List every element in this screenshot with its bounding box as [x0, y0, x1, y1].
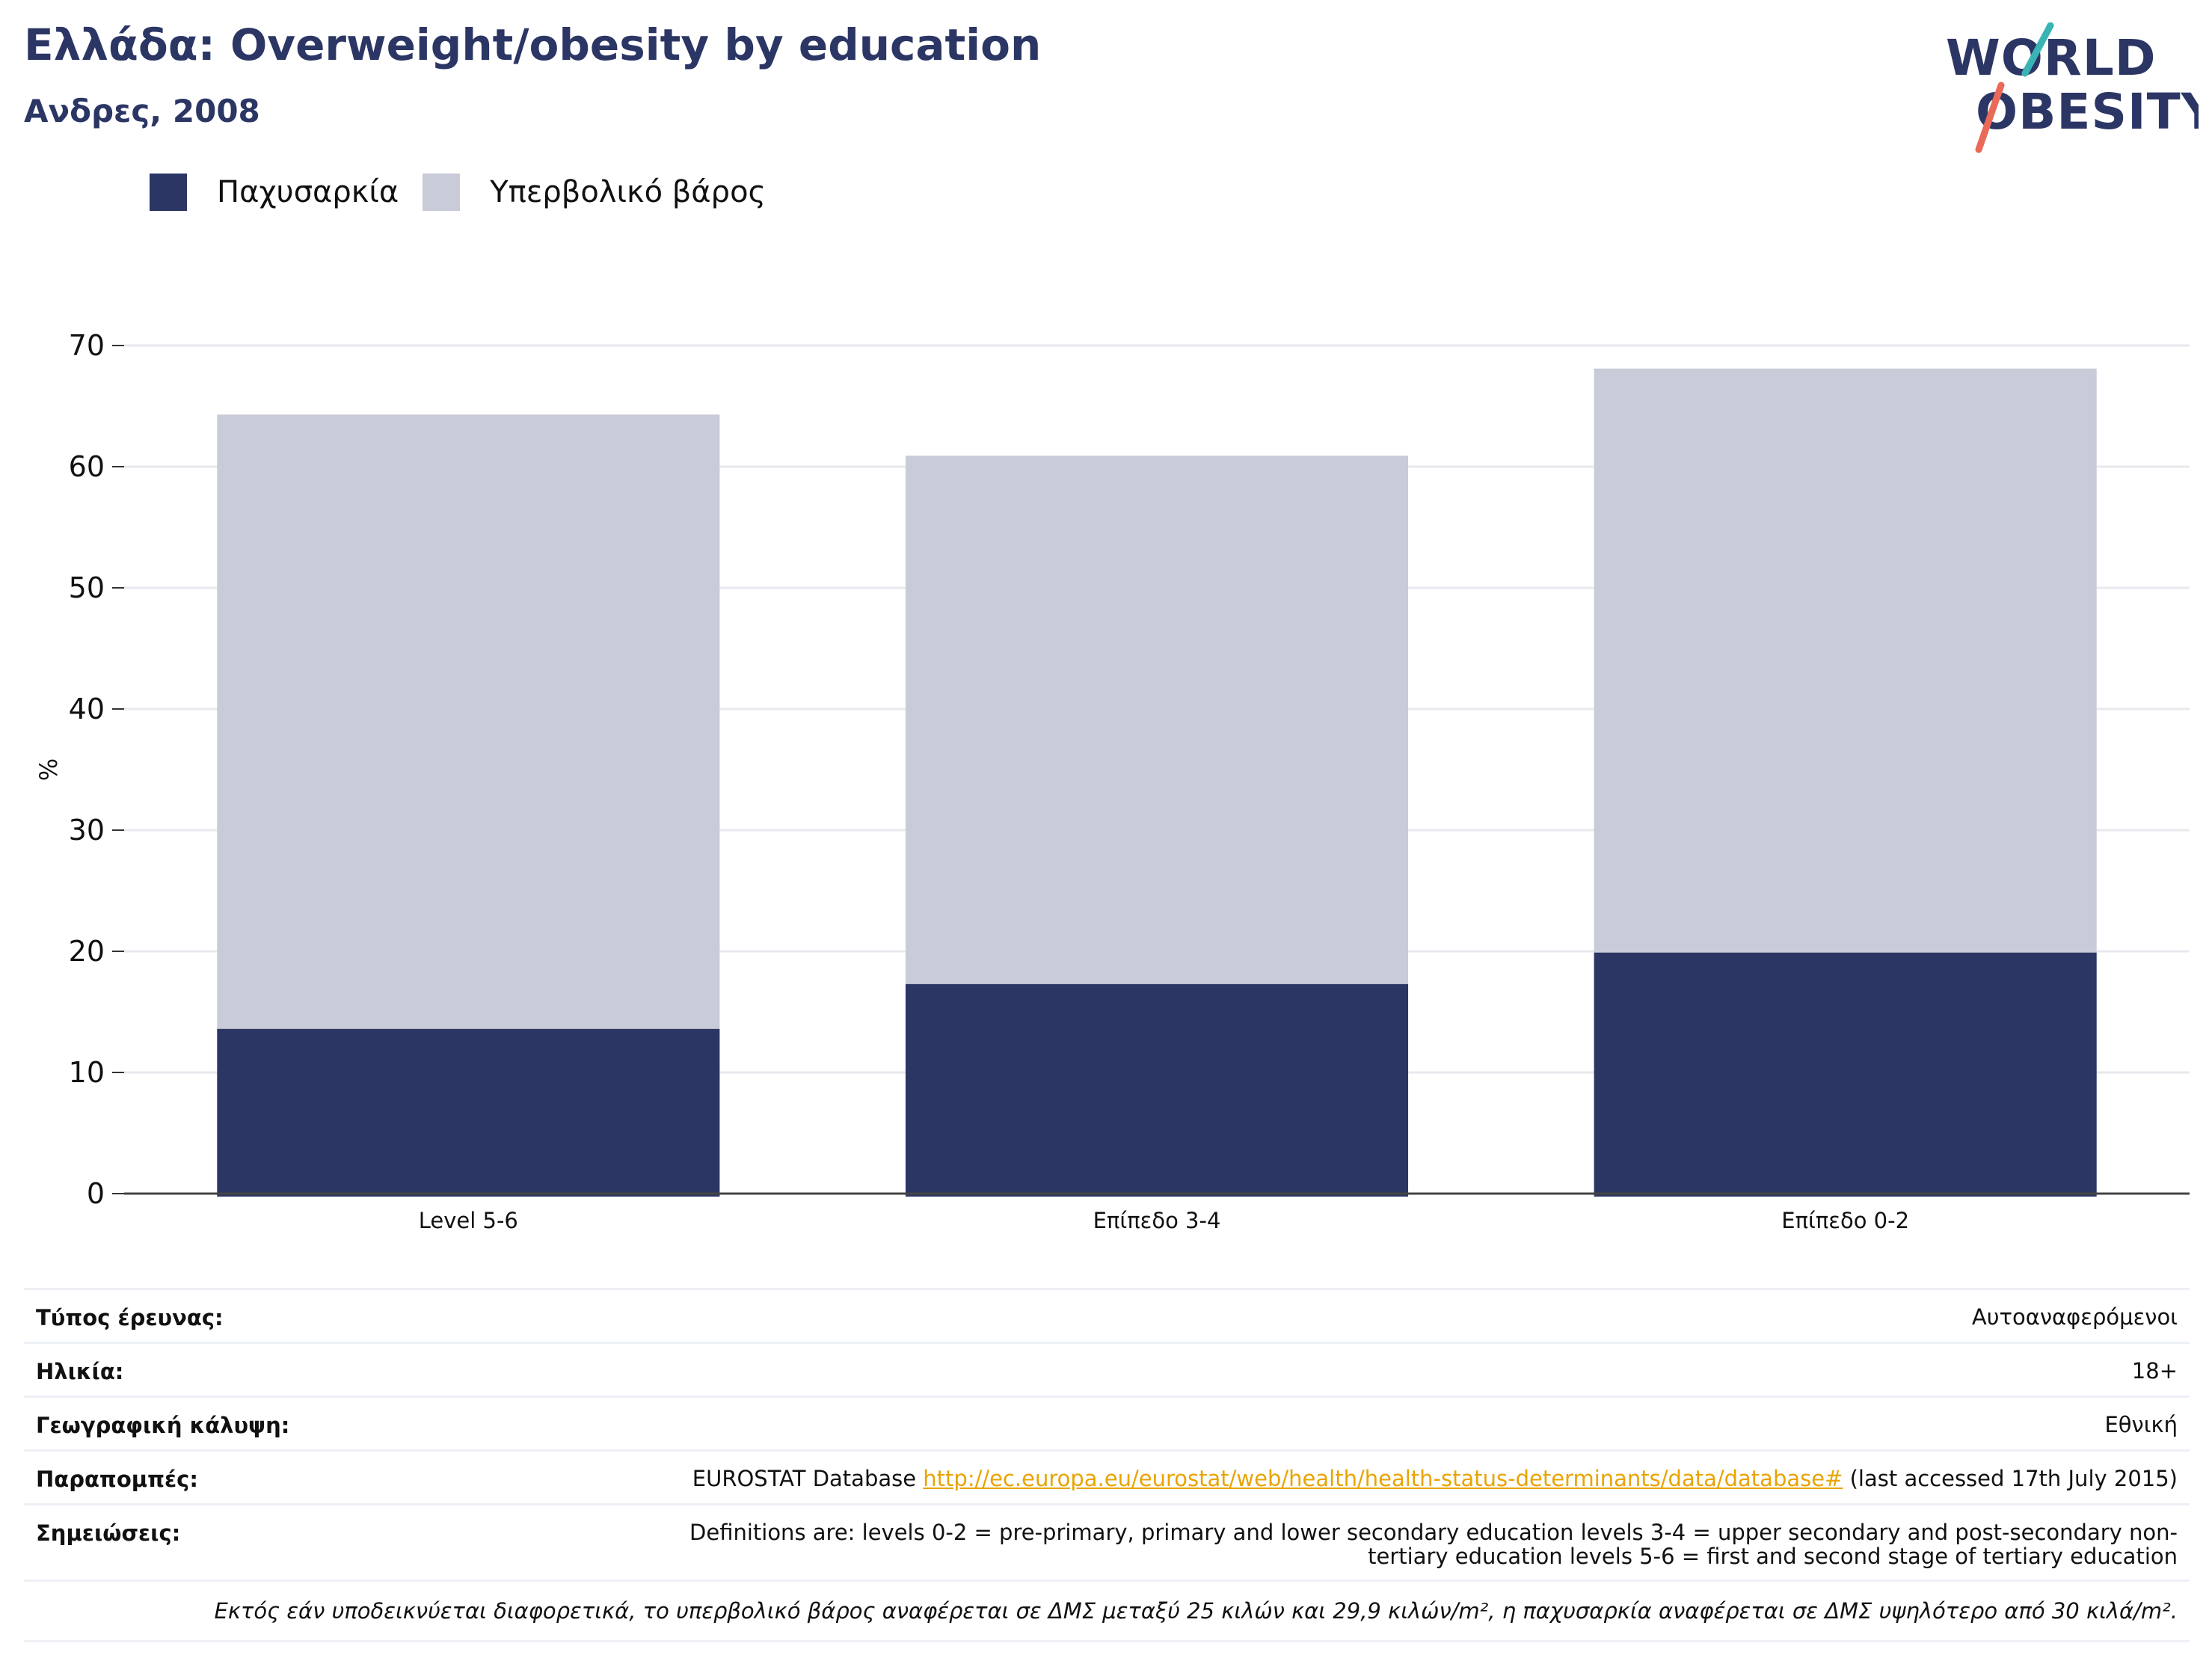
- info-key-age: Ηλικία:: [36, 1359, 124, 1384]
- info-row-survey-type: Τύπος έρευνας: Αυτοαναφερόμενοι: [24, 1288, 2190, 1342]
- logo-text-world: WORLD: [1946, 29, 2157, 87]
- y-tick-label: 60: [69, 450, 105, 483]
- info-value-age: 18+: [2131, 1358, 2178, 1384]
- y-axis-label: %: [34, 758, 63, 781]
- chart-subtitle: Ανδρες, 2008: [24, 93, 260, 129]
- legend-item-overweight: Υπερβολικό βάρος: [423, 174, 766, 211]
- x-tick-label: Level 5-6: [419, 1208, 518, 1233]
- info-row-age: Ηλικία: 18+: [24, 1342, 2190, 1396]
- y-tick-label: 70: [69, 329, 105, 362]
- info-value-survey-type: Αυτοαναφερόμενοι: [1971, 1304, 2178, 1330]
- chart-legend: Παχυσαρκία Υπερβολικό βάρος: [150, 174, 790, 211]
- bar-overweight: [1594, 368, 2097, 953]
- y-tick-label: 0: [87, 1177, 105, 1210]
- logo-text-obesity: OBESITY: [1976, 83, 2199, 141]
- reference-suffix: (last accessed 17th July 2015): [1843, 1466, 2178, 1491]
- x-tick-label: Επίπεδο 3-4: [1093, 1208, 1221, 1233]
- reference-prefix: EUROSTAT Database: [692, 1466, 924, 1491]
- legend-swatch-overweight: [423, 174, 461, 211]
- footnote: Εκτός εάν υποδεικνύεται διαφορετικά, το …: [24, 1580, 2190, 1642]
- bar-obesity: [1594, 952, 2097, 1197]
- info-key-survey-type: Τύπος έρευνας:: [36, 1305, 224, 1330]
- stacked-bar-chart: 0 10 20 30 40 50 60 70% Level 5-6 Επίπεδο 3-4 Επίπ…: [34, 329, 2190, 1233]
- eurostat-link[interactable]: http://ec.europa.eu/eurostat/web/health/…: [923, 1466, 1843, 1491]
- info-row-notes: Σημειώσεις: Definitions are: levels 0-2 …: [24, 1503, 2190, 1580]
- info-key-references: Παραπομπές:: [36, 1467, 198, 1492]
- info-value-notes: Definitions are: levels 0-2 = pre-primar…: [689, 1520, 2178, 1570]
- info-row-references: Παραπομπές: EUROSTAT Database http://ec.…: [24, 1449, 2190, 1503]
- legend-label-obesity: Παχυσαρκία: [217, 175, 399, 209]
- bar-overweight: [217, 414, 720, 1029]
- legend-swatch-obesity: [150, 174, 187, 211]
- logo-slash-teal: [2021, 22, 2054, 77]
- info-key-coverage: Γεωγραφική κάλυψη:: [36, 1413, 290, 1438]
- logo-slash-coral: [1975, 82, 2005, 153]
- chart-title: Ελλάδα: Overweight/obesity by education: [24, 19, 1042, 70]
- bar-overweight: [905, 455, 1409, 984]
- info-table: Τύπος έρευνας: Αυτοαναφερόμενοι Ηλικία: …: [24, 1288, 2190, 1642]
- x-tick-label: Επίπεδο 0-2: [1781, 1208, 1909, 1233]
- y-tick-label: 40: [69, 693, 105, 725]
- info-row-coverage: Γεωγραφική κάλυψη: Εθνική: [24, 1396, 2190, 1449]
- legend-label-overweight: Υπερβολικό βάρος: [490, 175, 766, 209]
- y-tick-label: 30: [69, 814, 105, 847]
- bar-obesity: [905, 983, 1409, 1197]
- info-value-references: EUROSTAT Database http://ec.europa.eu/eu…: [692, 1467, 2178, 1491]
- legend-item-obesity: Παχυσαρκία: [150, 174, 399, 211]
- y-tick-label: 50: [69, 571, 105, 604]
- info-value-coverage: Εθνική: [2104, 1412, 2178, 1437]
- info-key-notes: Σημειώσεις:: [36, 1520, 181, 1546]
- y-tick-label: 20: [69, 935, 105, 968]
- y-tick-label: 10: [69, 1056, 105, 1089]
- bar-obesity: [217, 1028, 720, 1197]
- world-obesity-logo: WORLD OBESITY: [1946, 22, 2199, 153]
